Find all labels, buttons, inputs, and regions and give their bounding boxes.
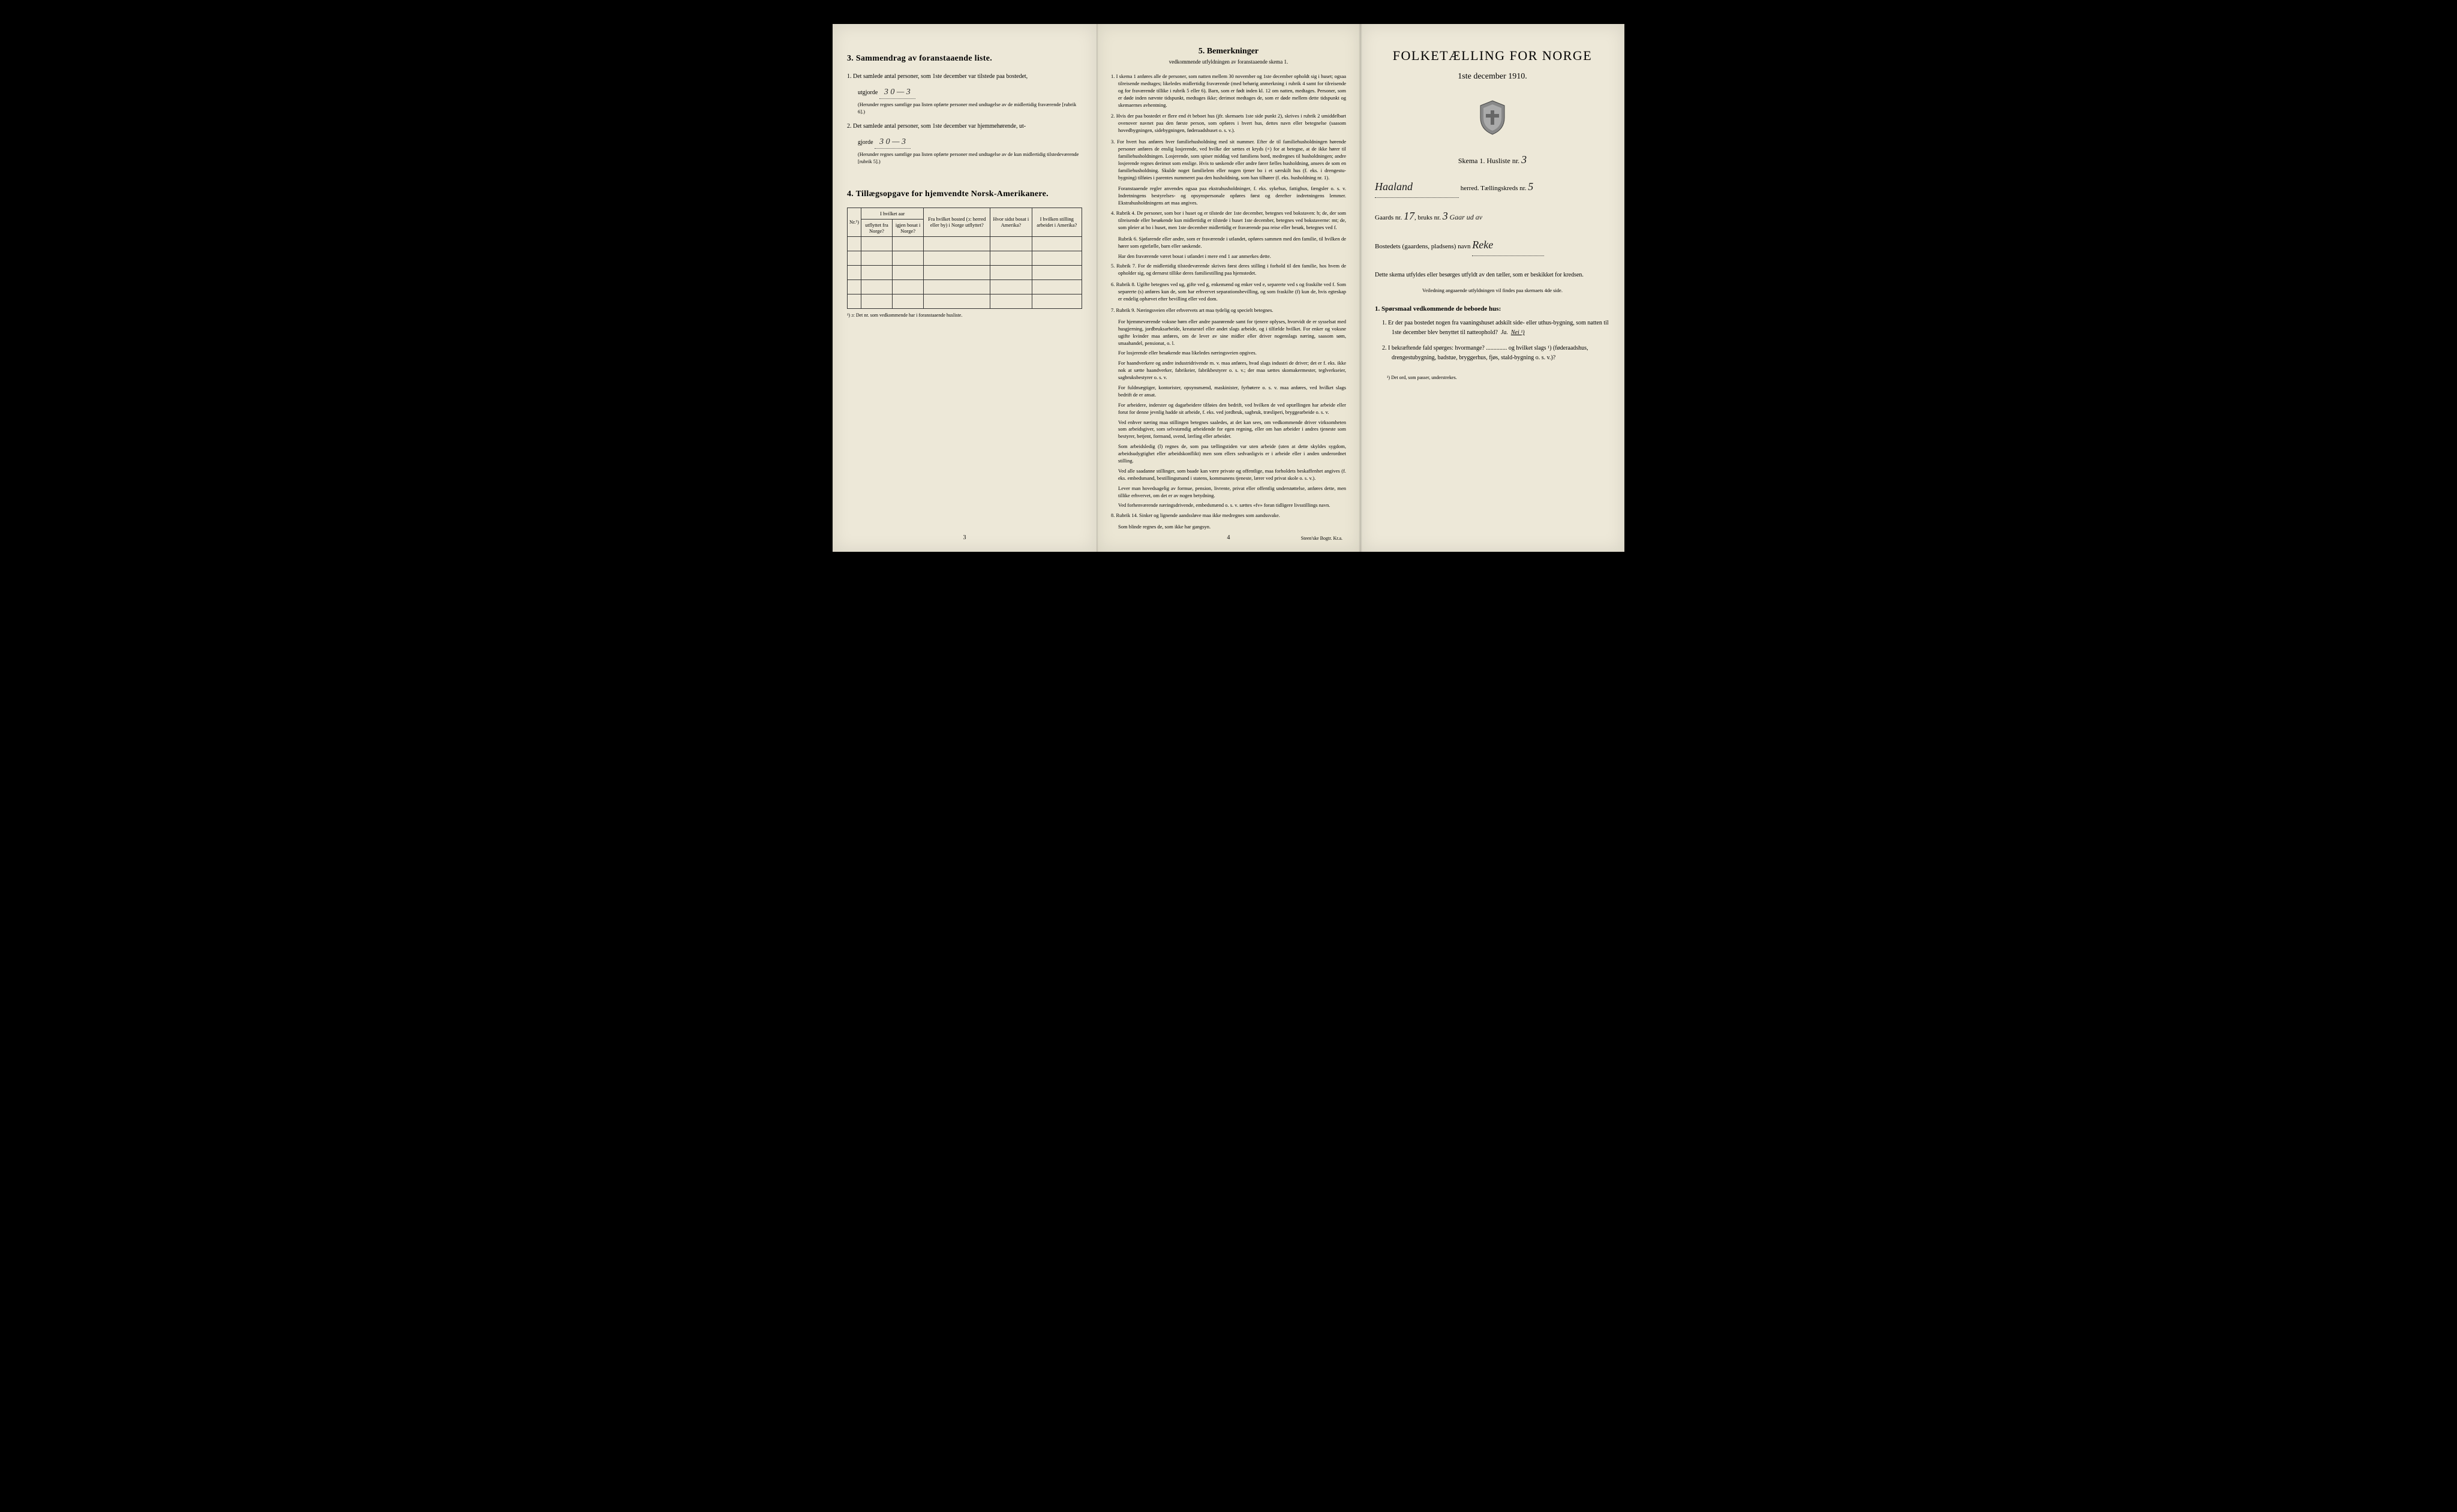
bruks-label: bruks nr. [1417,214,1441,221]
bemerk-item: Ved alle saadanne stillinger, som baade … [1111,468,1346,482]
bemerk-item: 8. Rubrik 14. Sinker og lignende aandssl… [1111,512,1346,519]
table-footnote: ¹) ɔ: Det nr. som vedkommende har i fora… [847,312,1082,318]
col-hvor: Hvor sidst bosat i Amerika? [990,208,1032,236]
section-3-heading: 3. Sammendrag av foranstaaende liste. [847,54,1082,64]
col-fra: Fra hvilket bosted (ɔ: herred eller by) … [924,208,990,236]
census-date: 1ste december 1910. [1375,72,1610,82]
bemerk-item: 7. Rubrik 9. Næringsveien eller erhverve… [1111,307,1346,314]
bemerk-item: 4. Rubrik 4. De personer, som bor i huse… [1111,210,1346,232]
husliste-nr: 3 [1521,154,1527,166]
bemerk-item: Som arbeidsledig (l) regnes de, som paa … [1111,443,1346,465]
col-igjen: igjen bosat i Norge? [892,219,923,236]
cover-footnote: ¹) Det ord, som passer, understrekes. [1375,375,1610,380]
skema-label: Skema 1. Husliste nr. [1458,157,1519,165]
cover-page: FOLKETÆLLING FOR NORGE 1ste december 191… [1360,24,1624,552]
bemerk-item: For losjerende eller besøkende maa likel… [1111,350,1346,357]
page-number-3: 3 [963,534,966,541]
bruks-nr: 3 [1443,210,1448,222]
bemerk-item: 3. For hvert hus anføres hver familiehus… [1111,139,1346,181]
instruction-small: Veiledning angaaende utfyldningen vil fi… [1375,287,1610,293]
bemerk-item: 6. Rubrik 8. Ugifte betegnes ved ug, gif… [1111,281,1346,303]
herred-value: Haaland [1375,176,1459,198]
summary-item-2-note: (Herunder regnes samtlige paa listen opf… [847,151,1082,166]
section-5-subtitle: vedkommende utfyldningen av foranstaaend… [1111,59,1346,65]
page-4: 5. Bemerkninger vedkommende utfyldningen… [1097,24,1360,552]
printer-mark: Steen'ske Bogtr. Kr.a. [1301,536,1342,541]
bemerk-item: 5. Rubrik 7. For de midlertidig tilstede… [1111,263,1346,277]
instruction-text: Dette skema utfyldes eller besørges utfy… [1375,270,1610,280]
bemerk-item: Foranstaaende regler anvendes ogsaa paa … [1111,185,1346,207]
question-2: 2. I bekræftende fald spørges: hvormange… [1375,344,1610,363]
bemerk-item: For haandverkere og andre industridriven… [1111,360,1346,381]
summary-item-2-line2: gjorde 3 0 — 3 [847,136,1082,149]
bemerk-item: For arbeidere, inderster og dagarbeidere… [1111,402,1346,416]
bemerk-item: Rubrik 6. Sjøfarende eller andre, som er… [1111,236,1346,250]
bosted-value: Reke [1472,234,1544,256]
table-row [848,236,1082,251]
bosted-line: Bostedets (gaardens, pladsens) navn Reke [1375,234,1610,256]
table-row [848,265,1082,279]
gaards-label: Gaards nr. [1375,214,1402,221]
hjemmehorende-count: 3 0 — 3 [875,136,911,149]
summary-item-1-line2: utgjorde 3 0 — 3 [847,86,1082,99]
table-row [848,279,1082,294]
gaards-nr: 17 [1404,210,1414,222]
q1-text: 1. Er der paa bostedet nogen fra vaaning… [1382,320,1609,336]
tilstede-count: 3 0 — 3 [879,86,915,99]
section-5-heading: 5. Bemerkninger [1111,47,1346,56]
gaards-line: Gaards nr. 17, bruks nr. 3 Gaar ud av [1375,205,1610,227]
bemerk-item: Har den fraværende været bosat i utlande… [1111,253,1346,260]
table-row [848,294,1082,308]
table-row [848,251,1082,265]
bemerk-item: For hjemmeværende voksne børn eller andr… [1111,318,1346,347]
q1-nei: Nei ¹) [1511,329,1525,336]
amerikanere-tbody [848,236,1082,308]
col-stilling: I hvilken stilling arbeidet i Amerika? [1032,208,1082,236]
page-3: 3. Sammendrag av foranstaaende liste. 1.… [833,24,1097,552]
herred-line: Haaland herred. Tællingskreds nr. 5 [1375,176,1610,198]
bemerk-item: 1. I skema 1 anføres alle de personer, s… [1111,73,1346,109]
summary-item-2: 2. Det samlede antal personer, som 1ste … [847,122,1082,131]
bruks-extra: Gaar ud av [1449,213,1482,221]
question-heading: 1. Spørsmaal vedkommende de beboede hus: [1375,305,1610,312]
question-1: 1. Er der paa bostedet nogen fra vaaning… [1375,318,1610,338]
section-4-heading: 4. Tillægsopgave for hjemvendte Norsk-Am… [847,190,1082,199]
gjorde-label-2: gjorde [858,139,873,146]
bemerk-item: For fuldmægtiger, kontorister, opsynsmæn… [1111,384,1346,399]
col-utflyttet: utflyttet fra Norge? [861,219,893,236]
census-main-title: FOLKETÆLLING FOR NORGE [1375,48,1610,64]
herred-label: herred. Tællingskreds nr. [1461,185,1527,192]
summary-item-1-note: (Herunder regnes samtlige paa listen opf… [847,101,1082,116]
summary-item-1: 1. Det samlede antal personer, som 1ste … [847,72,1082,81]
bemerk-item: Ved enhver næring maa stillingen betegne… [1111,419,1346,441]
page-number-4: 4 [1227,534,1230,541]
utgjorde-label-1: utgjorde [858,89,878,96]
norway-crest-icon [1375,100,1610,136]
bemerk-item: Ved forhenværende næringsdrivende, embed… [1111,502,1346,509]
census-document: 3. Sammendrag av foranstaaende liste. 1.… [833,24,1624,552]
bemerkninger-list: 1. I skema 1 anføres alle de personer, s… [1111,73,1346,531]
skema-line: Skema 1. Husliste nr. 3 [1375,154,1610,166]
col-aar-header: I hvilket aar [861,208,924,219]
bemerk-item: Lever man hovedsagelig av formue, pensio… [1111,485,1346,500]
bemerk-item: 2. Hvis der paa bostedet er flere end ét… [1111,113,1346,134]
kreds-nr: 5 [1528,181,1533,193]
q1-ja: Ja. [1501,329,1508,336]
bemerk-item: Som blinde regnes de, som ikke har gangs… [1111,524,1346,531]
col-nr: Nr.¹) [848,208,861,236]
amerikanere-table: Nr.¹) I hvilket aar Fra hvilket bosted (… [847,208,1082,309]
bosted-label: Bostedets (gaardens, pladsens) navn [1375,243,1470,250]
